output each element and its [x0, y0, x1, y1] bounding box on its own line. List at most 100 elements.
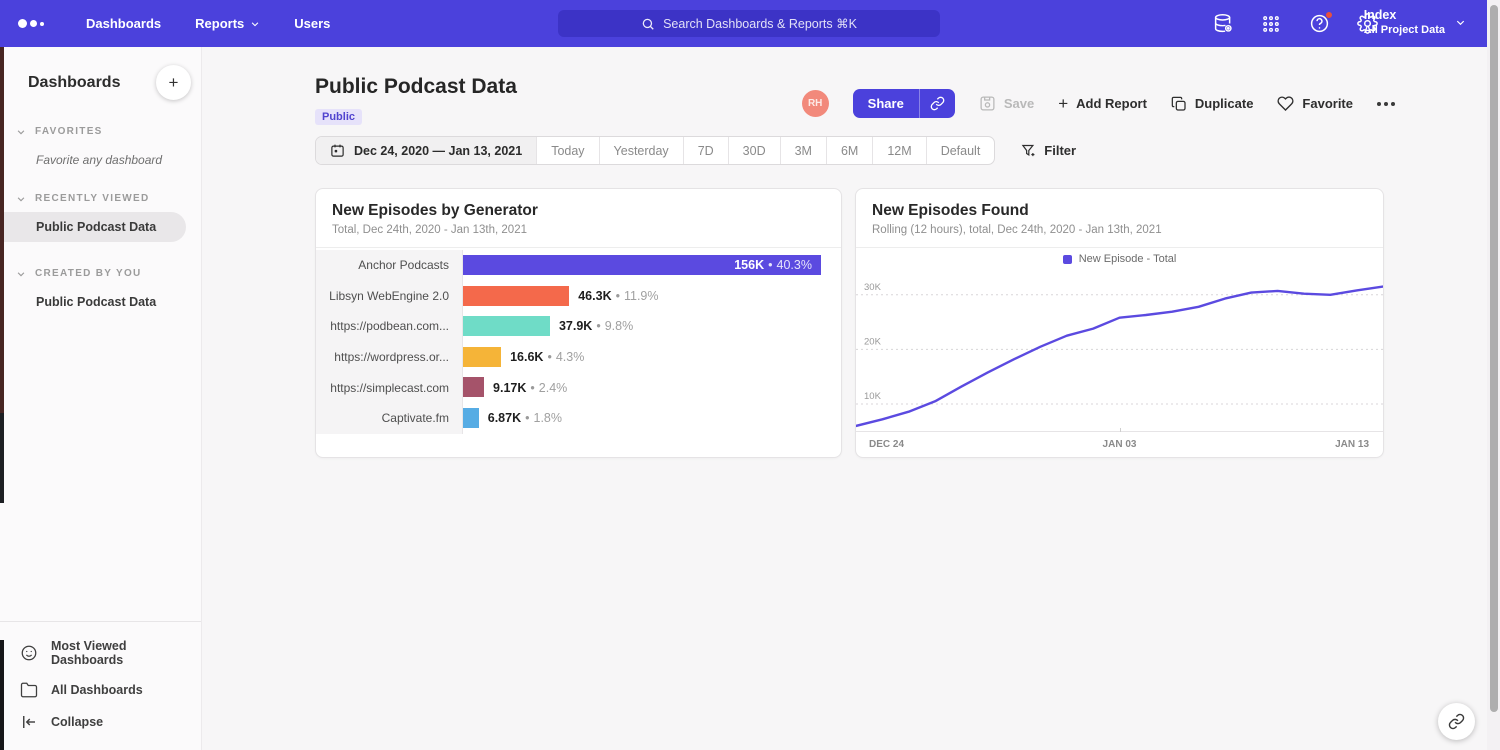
bar[interactable] — [463, 377, 484, 397]
sidebar-empty-text: Favorite any dashboard — [0, 137, 201, 167]
data-management-icon[interactable] — [1212, 13, 1234, 35]
bar-track: 9.17K•2.4% — [463, 372, 841, 403]
bar-row: https://wordpress.or...16.6K•4.3% — [316, 342, 841, 373]
date-preset-7d[interactable]: 7D — [683, 137, 728, 164]
top-nav-dashboards[interactable]: Dashboards — [86, 16, 161, 31]
bar[interactable] — [463, 286, 569, 306]
sidebar-title: Dashboards — [28, 74, 120, 92]
bar-category-label: https://wordpress.or... — [316, 342, 463, 373]
scrollbar-track — [1487, 0, 1500, 750]
smiley-icon — [20, 644, 38, 662]
bar-track: 16.6K•4.3% — [463, 342, 841, 373]
date-preset-today[interactable]: Today — [536, 137, 598, 164]
scrollbar-thumb[interactable] — [1490, 5, 1498, 712]
date-preset-3m[interactable]: 3M — [780, 137, 826, 164]
bar-category-label: Anchor Podcasts — [316, 250, 463, 281]
x-axis: DEC 24JAN 03JAN 13 — [856, 431, 1383, 457]
app-logo-icon[interactable] — [18, 19, 58, 28]
dashboard-actions: RH Share Save + Add Report Duplicate Fav… — [802, 89, 1395, 118]
background-window-edge — [0, 413, 4, 503]
date-preset-6m[interactable]: 6M — [826, 137, 872, 164]
sidebar-section: CREATED BY YOU Public Podcast Data — [0, 268, 201, 317]
share-button-label: Share — [853, 89, 919, 118]
chart-legend: New Episode - Total — [856, 250, 1383, 268]
sidebar-section: FAVORITESFavorite any dashboard — [0, 126, 201, 167]
line-chart[interactable]: 10K20K30K — [856, 268, 1383, 433]
top-nav-reports[interactable]: Reports — [195, 16, 260, 31]
legend-label: New Episode - Total — [1079, 253, 1177, 265]
project-subtitle: All Project Data — [1364, 23, 1445, 37]
sidebar-footer-label: Collapse — [51, 715, 103, 729]
folder-icon — [20, 681, 38, 699]
sidebar-section-header[interactable]: FAVORITES — [0, 126, 201, 137]
duplicate-button[interactable]: Duplicate — [1171, 96, 1254, 112]
favorite-button[interactable]: Favorite — [1277, 95, 1353, 112]
sidebar-footer-most-viewed-dashboards[interactable]: Most Viewed Dashboards — [0, 632, 201, 674]
top-nav-users[interactable]: Users — [294, 16, 330, 31]
bar[interactable] — [463, 408, 479, 428]
x-axis-tick — [1120, 428, 1121, 432]
filter-label: Filter — [1044, 143, 1076, 158]
x-axis-tick-label: DEC 24 — [869, 439, 904, 450]
topbar-icons — [1212, 0, 1378, 47]
link-icon — [1448, 713, 1465, 730]
search-input[interactable]: Search Dashboards & Reports ⌘K — [558, 10, 940, 37]
create-dashboard-button[interactable]: + — [156, 65, 191, 100]
project-selector[interactable]: Index All Project Data — [1364, 8, 1466, 37]
bar[interactable] — [463, 347, 501, 367]
date-range-segmented-control: Dec 24, 2020 — Jan 13, 2021 TodayYesterd… — [315, 136, 995, 165]
filter-button[interactable]: Filter — [1021, 143, 1076, 158]
sidebar-item-public-podcast-data[interactable]: Public Podcast Data — [0, 287, 201, 317]
bar-value-label: 6.87K•1.8% — [488, 403, 562, 434]
heart-icon — [1277, 95, 1294, 112]
background-window-edge — [0, 47, 4, 413]
avatar[interactable]: RH — [802, 90, 829, 117]
bar-category-label: Captivate.fm — [316, 403, 463, 434]
date-preset-yesterday[interactable]: Yesterday — [599, 137, 683, 164]
plus-icon: + — [1058, 95, 1068, 112]
apps-grid-icon[interactable] — [1260, 13, 1282, 35]
sidebar-footer-label: All Dashboards — [51, 683, 143, 697]
bar-category-label: https://podbean.com... — [316, 311, 463, 342]
legend-color-swatch — [1063, 255, 1072, 264]
date-preset-12m[interactable]: 12M — [872, 137, 925, 164]
sidebar-section-header[interactable]: CREATED BY YOU — [0, 268, 201, 279]
bar-row: Captivate.fm 6.87K•1.8% — [316, 403, 841, 434]
sidebar-section: RECENTLY VIEWED Public Podcast Data — [0, 193, 201, 242]
share-link-floating-button[interactable] — [1438, 703, 1475, 740]
bar-track: 6.87K•1.8% — [463, 403, 841, 434]
chevron-down-icon — [1455, 17, 1466, 28]
collapse-icon — [20, 713, 38, 731]
date-range-button[interactable]: Dec 24, 2020 — Jan 13, 2021 — [316, 137, 536, 164]
copy-link-button[interactable] — [919, 89, 955, 118]
date-preset-30d[interactable]: 30D — [728, 137, 780, 164]
save-button[interactable]: Save — [979, 95, 1034, 112]
sidebar-footer-collapse[interactable]: Collapse — [0, 706, 201, 738]
chevron-down-icon — [250, 19, 260, 29]
bar-value-label: 37.9K•9.8% — [559, 311, 633, 342]
line-series — [856, 287, 1383, 426]
save-icon — [979, 95, 996, 112]
save-button-label: Save — [1004, 96, 1034, 111]
sidebar-footer-all-dashboards[interactable]: All Dashboards — [0, 674, 201, 706]
card-new-episodes-found: New Episodes Found Rolling (12 hours), t… — [855, 188, 1384, 458]
bar-value-label: 9.17K•2.4% — [493, 372, 567, 403]
bar[interactable] — [463, 316, 550, 336]
y-axis-tick-label: 20K — [864, 336, 882, 347]
bar-row: https://simplecast.com9.17K•2.4% — [316, 372, 841, 403]
bar-chart[interactable]: Anchor Podcasts156K•40.3%Libsyn WebEngin… — [316, 250, 841, 457]
more-options-button[interactable] — [1377, 102, 1395, 106]
card-new-episodes-by-generator: New Episodes by Generator Total, Dec 24t… — [315, 188, 842, 458]
date-preset-default[interactable]: Default — [926, 137, 995, 164]
link-icon — [930, 96, 945, 111]
sidebar-item-public-podcast-data[interactable]: Public Podcast Data — [0, 212, 186, 242]
help-icon[interactable] — [1308, 13, 1330, 35]
sidebar-section-label: FAVORITES — [35, 126, 103, 137]
add-report-button[interactable]: + Add Report — [1058, 95, 1147, 112]
public-badge: Public — [315, 109, 362, 125]
share-button[interactable]: Share — [853, 89, 955, 118]
bar-row: Anchor Podcasts 156K•40.3% — [316, 250, 841, 281]
bar-value-label: 156K•40.3% — [734, 250, 812, 281]
sidebar-section-header[interactable]: RECENTLY VIEWED — [0, 193, 201, 204]
sidebar-footer-label: Most Viewed Dashboards — [51, 639, 201, 667]
